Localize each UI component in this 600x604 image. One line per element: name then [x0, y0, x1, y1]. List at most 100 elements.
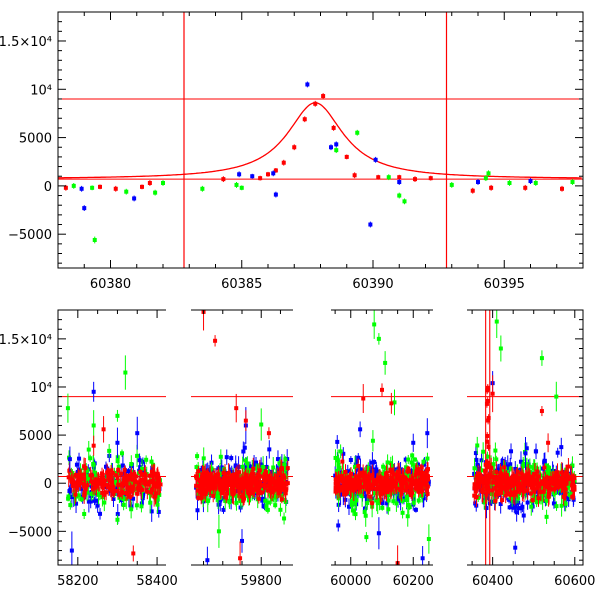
- bottom-data-point: [223, 498, 228, 503]
- bottom-data-point: [153, 484, 158, 489]
- bottom-data-point: [526, 471, 531, 476]
- bottom-data-point: [535, 469, 540, 474]
- bottom-data-point: [358, 467, 363, 472]
- bottom-data-point: [569, 477, 574, 482]
- bottom-data-point: [206, 498, 211, 503]
- bottom-data-point: [490, 475, 495, 480]
- bottom-data-point: [230, 482, 235, 487]
- bottom-data-point: [94, 484, 99, 489]
- bottom-data-point: [374, 498, 379, 503]
- bottom-data-point: [260, 485, 265, 490]
- bottom-data-point: [264, 476, 269, 481]
- bottom-data-point: [102, 480, 107, 485]
- top-data-point: [305, 82, 310, 87]
- bottom-outlier-point: [91, 443, 96, 448]
- bottom-data-point: [365, 501, 370, 506]
- bottom-data-point: [257, 491, 262, 496]
- bottom-outlier-point: [67, 457, 72, 462]
- bottom-data-point: [259, 462, 264, 467]
- bottom-data-point: [115, 459, 120, 464]
- top-data-point: [234, 182, 239, 187]
- bottom-data-point: [218, 484, 223, 489]
- bottom-data-point: [354, 459, 359, 464]
- bottom-data-point: [149, 490, 154, 495]
- bottom-data-point: [225, 491, 230, 496]
- top-data-point: [90, 185, 95, 190]
- bottom-data-point: [341, 451, 346, 456]
- bottom-data-point: [67, 468, 72, 473]
- bottom-outlier-point: [131, 551, 136, 556]
- bottom-flare-point: [485, 439, 490, 444]
- bottom-data-point: [142, 480, 147, 485]
- top-data-point: [273, 192, 278, 197]
- bottom-data-point: [97, 492, 102, 497]
- bottom-data-point: [337, 465, 342, 470]
- bottom-data-point: [106, 474, 111, 479]
- bottom-data-point: [500, 458, 505, 463]
- bottom-data-point: [388, 467, 393, 472]
- bottom-data-point: [261, 504, 266, 509]
- bottom-data-point: [547, 484, 552, 489]
- bottom-data-point: [129, 507, 134, 512]
- top-data-point: [397, 193, 402, 198]
- bottom-data-point: [377, 486, 382, 491]
- bottom-data-point: [242, 496, 247, 501]
- bottom-data-point: [340, 459, 345, 464]
- bottom-data-point: [109, 488, 114, 493]
- bottom-data-point: [147, 473, 152, 478]
- bottom-data-point: [273, 485, 278, 490]
- bottom-data-point: [414, 469, 419, 474]
- bottom-data-point: [358, 471, 363, 476]
- bottom-data-point: [100, 471, 105, 476]
- bottom-data-point: [506, 491, 511, 496]
- bottom-data-point: [204, 478, 209, 483]
- bottom-data-point: [511, 476, 516, 481]
- bottom-data-point: [122, 476, 127, 481]
- bottom-data-point: [524, 491, 529, 496]
- bottom-data-point: [555, 470, 560, 475]
- bottom-data-point: [333, 455, 338, 460]
- bottom-data-point: [536, 496, 541, 501]
- bottom-data-point: [277, 471, 282, 476]
- bottom-data-point: [239, 494, 244, 499]
- bottom-data-point: [340, 486, 345, 491]
- bottom-data-point: [220, 491, 225, 496]
- bottom-outlier-point: [65, 406, 70, 411]
- top-ytick-label: 5000: [19, 132, 52, 147]
- bottom-data-point: [198, 481, 203, 486]
- top-data-point: [352, 173, 357, 178]
- top-data-point: [200, 186, 205, 191]
- bottom-data-point: [384, 471, 389, 476]
- bottom-data-point: [83, 487, 88, 492]
- bottom-data-point: [131, 484, 136, 489]
- bottom-data-point: [538, 481, 543, 486]
- bottom-data-point: [515, 489, 520, 494]
- top-data-point: [476, 180, 480, 185]
- bottom-data-point: [218, 479, 223, 484]
- bottom-data-point: [260, 498, 265, 503]
- bottom-data-point: [392, 484, 397, 489]
- bottom-data-point: [249, 486, 254, 491]
- bottom-axis-break-gap: [166, 309, 191, 566]
- bottom-data-point: [199, 496, 204, 501]
- bottom-data-point: [473, 501, 478, 506]
- bottom-data-point: [201, 456, 206, 461]
- bottom-data-point: [243, 458, 248, 463]
- bottom-axis-break-gap: [293, 309, 331, 566]
- top-ytick-label: 1.5×10⁴: [0, 35, 52, 50]
- bottom-data-point: [232, 480, 237, 485]
- bottom-data-point: [251, 471, 256, 476]
- bottom-data-point: [138, 486, 143, 491]
- bottom-data-point: [356, 455, 361, 460]
- bottom-data-point: [146, 482, 151, 487]
- bottom-data-point: [421, 480, 426, 485]
- bottom-data-point: [256, 484, 261, 489]
- bottom-data-point: [493, 448, 498, 453]
- bottom-data-point: [519, 476, 524, 481]
- bottom-data-point: [425, 456, 430, 461]
- bottom-data-point: [279, 466, 284, 471]
- top-data-point: [113, 186, 118, 191]
- bottom-xtick-label: 58400: [136, 574, 177, 589]
- bottom-outlier-point: [123, 370, 128, 375]
- bottom-data-point: [111, 491, 116, 496]
